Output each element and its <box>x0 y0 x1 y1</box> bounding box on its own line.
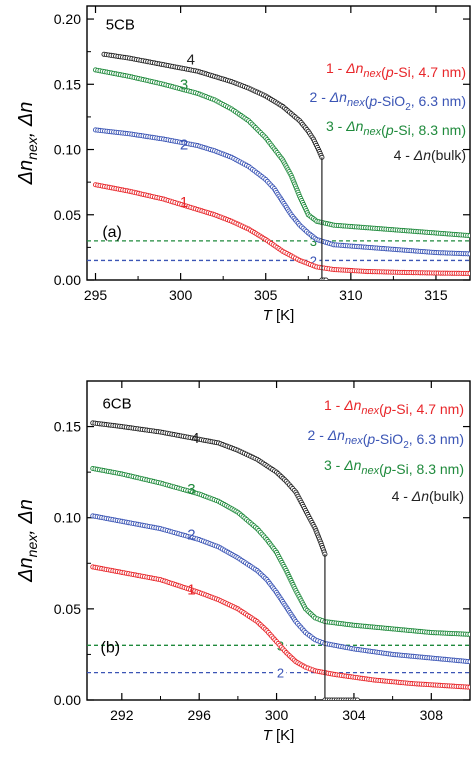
series-2 <box>92 127 470 257</box>
series-label-2: 2 <box>187 527 195 544</box>
y-tick-label: 0.15 <box>54 419 81 435</box>
y-tick-label: 0.00 <box>54 692 81 708</box>
data-point <box>467 251 470 257</box>
data-point <box>467 631 470 637</box>
reference-line-label-2: 2 <box>310 253 317 268</box>
data-point <box>354 697 360 700</box>
x-tick-label: 304 <box>342 707 366 723</box>
x-tick-label: 295 <box>84 287 108 303</box>
legend-entry-2: 2 - Δnnex(p-SiO2, 6.3 nm) <box>308 427 464 451</box>
x-tick-label: 296 <box>188 707 212 723</box>
series-2 <box>90 513 470 665</box>
series-label-3: 3 <box>180 77 188 94</box>
data-point <box>467 659 470 665</box>
y-tick-label: 0.05 <box>54 207 81 223</box>
y-tick-label: 0.10 <box>54 510 81 526</box>
series-4 <box>101 51 329 280</box>
series-4 <box>90 420 360 700</box>
x-tick-label: 308 <box>420 707 444 723</box>
y-tick-label: 0.00 <box>54 272 81 288</box>
series-label-1: 1 <box>187 581 195 598</box>
y-axis-label: Δnnex, Δn <box>15 102 40 186</box>
reference-line-label-2: 2 <box>277 666 284 681</box>
x-tick-label: 310 <box>339 287 363 303</box>
legend-entry-1: 1 - Δnnex(p-Si, 4.7 nm) <box>324 397 464 417</box>
series-label-1: 1 <box>180 194 188 211</box>
y-tick-label: 0.20 <box>54 11 81 27</box>
series-label-3: 3 <box>187 481 195 498</box>
panel-label: (b) <box>101 640 121 657</box>
legend-entry-2: 2 - Δnnex(p-SiO2, 6.3 nm) <box>310 89 466 113</box>
y-tick-label: 0.15 <box>54 76 81 92</box>
y-tick-label: 0.10 <box>54 142 81 158</box>
series-3 <box>92 67 470 239</box>
data-point <box>467 233 470 239</box>
panel-label: (a) <box>102 224 122 241</box>
panel-a-5cb: 295 300 305 310 315 0.00 0.05 0.10 0.15 0.20 T [K]… <box>15 5 471 324</box>
series-label-4: 4 <box>187 52 195 69</box>
legend-entry-1: 1 - Δnnex(p-Si, 4.7 nm) <box>326 60 466 80</box>
legend-entry-4: 4 - Δn(bulk) <box>394 147 466 163</box>
data-point <box>323 277 329 280</box>
legend-entry-3: 3 - Δnnex(p-Si, 8.3 nm) <box>324 457 464 477</box>
material-label: 6CB <box>102 395 131 412</box>
series-label-4: 4 <box>191 430 199 447</box>
data-point <box>467 270 470 277</box>
x-tick-label: 300 <box>169 287 193 303</box>
plot-frame <box>86 5 471 281</box>
reference-line-label-3: 3 <box>310 234 317 249</box>
legend-entry-3: 3 - Δnnex(p-Si, 8.3 nm) <box>326 118 466 138</box>
legend-entry-4: 4 - Δn(bulk) <box>392 488 464 504</box>
series-1 <box>90 564 470 690</box>
x-tick-label: 305 <box>254 287 278 303</box>
series-3 <box>90 465 470 637</box>
y-tick-label: 0.05 <box>54 601 81 617</box>
x-axis-label: T [K] <box>263 727 295 744</box>
data-point <box>467 684 470 690</box>
series-label-2: 2 <box>180 137 188 154</box>
panel-b-6cb: 292 296 300 304 308 0.00 0.05 0.10 0.15 T [K] Δnne… <box>15 380 471 744</box>
plot-frame <box>86 380 471 701</box>
x-tick-label: 292 <box>110 707 134 723</box>
x-axis-label: T [K] <box>263 307 295 324</box>
y-axis-label: Δnnex, Δn <box>15 499 40 583</box>
x-tick-label: 315 <box>424 287 448 303</box>
material-label: 5CB <box>106 16 135 33</box>
series-1 <box>92 182 470 277</box>
x-tick-label: 300 <box>265 707 289 723</box>
